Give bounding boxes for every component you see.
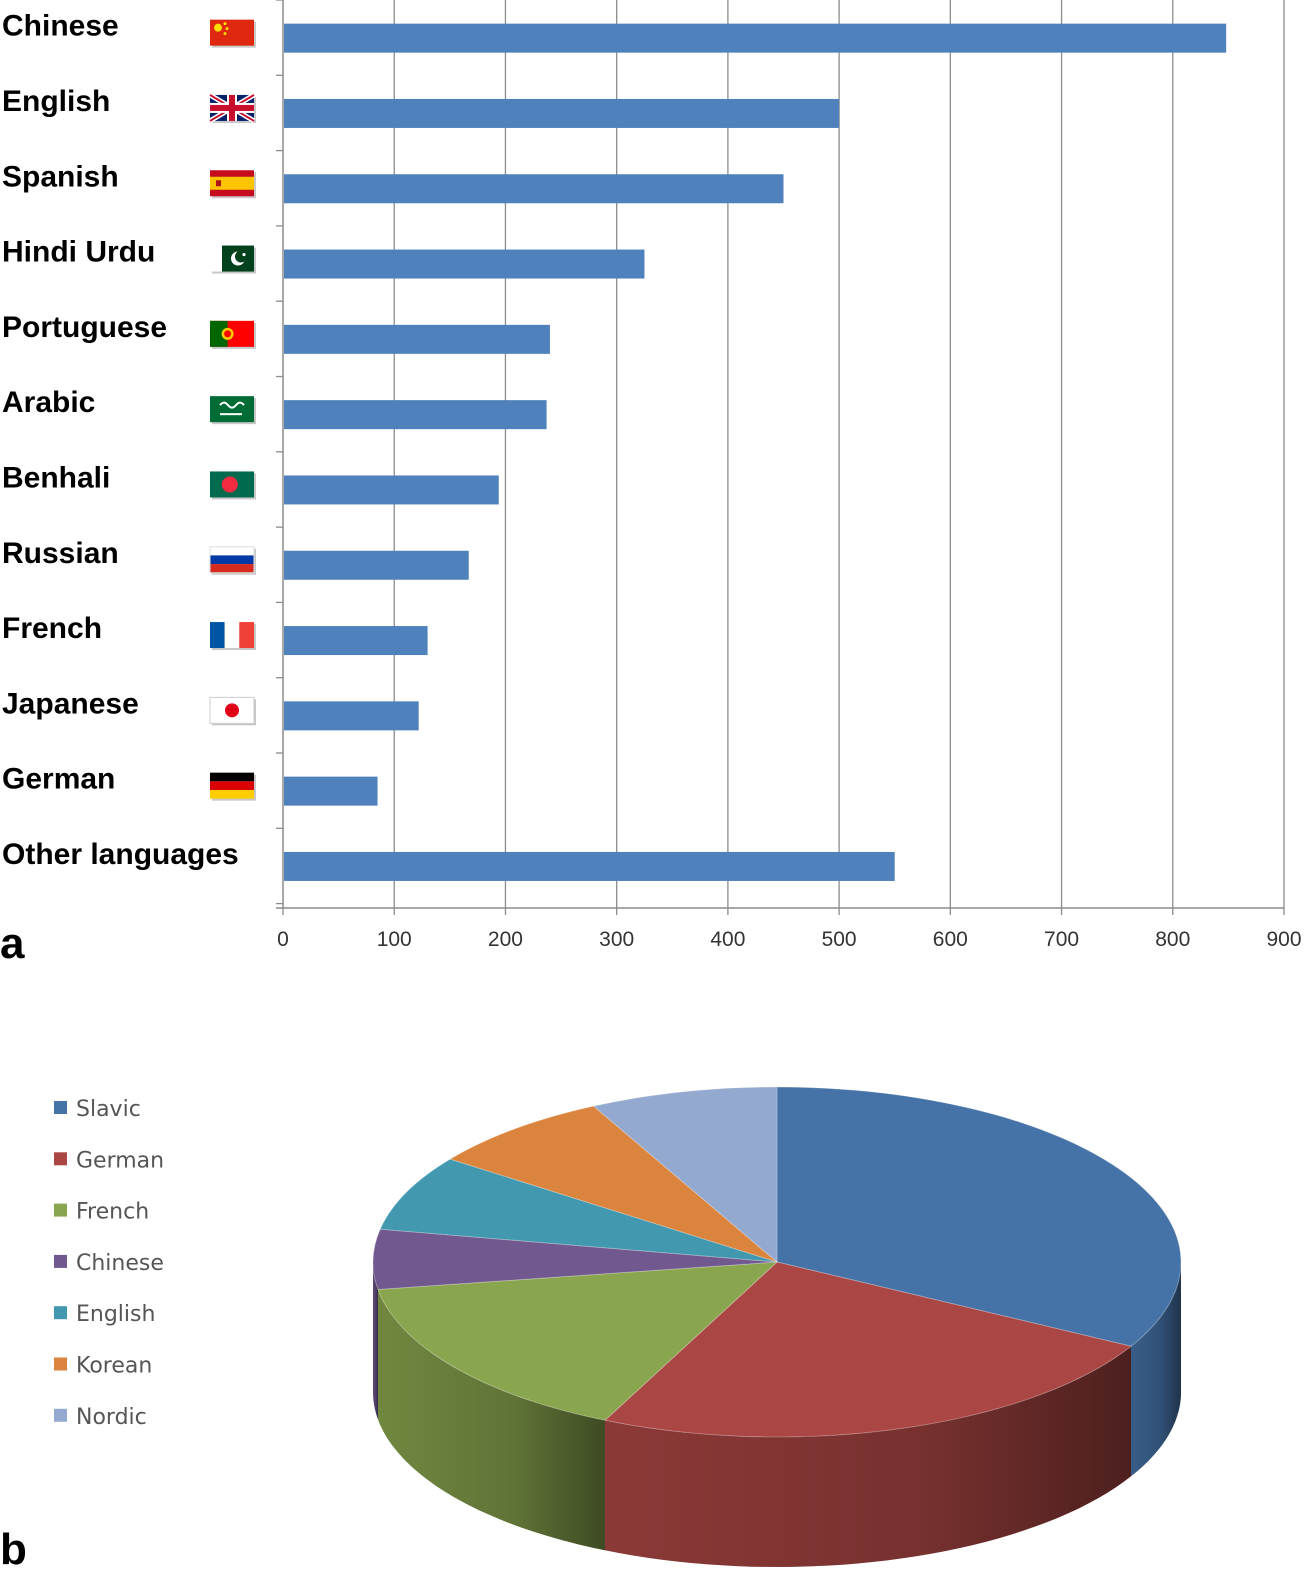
bar [284, 400, 547, 430]
category-label: English [2, 85, 110, 118]
portugal-flag-icon [210, 320, 256, 349]
category-label: Spanish [2, 160, 119, 193]
pie-slice [372, 1228, 778, 1290]
bar-tick-labels: 0 100 200 300 400 500 600 700 800 900 [277, 928, 1301, 951]
bar [284, 324, 550, 354]
category-label: Other languages [2, 838, 239, 871]
x-tick-label: 500 [822, 928, 857, 951]
bar [284, 23, 1227, 53]
pie-slice [592, 1086, 778, 1264]
bar [284, 701, 419, 731]
bar-category-labels: Chinese English Spanish Hindi Urdu Portugues… [2, 10, 239, 871]
pie-slice [776, 1086, 1182, 1347]
bangladesh-flag-icon [210, 471, 256, 500]
x-tick-label: 0 [277, 928, 289, 951]
x-tick-label: 200 [488, 928, 523, 951]
pie-slices [372, 1086, 1182, 1438]
category-label: German [2, 763, 115, 796]
bar-flags [208, 19, 256, 801]
pakistan-flag-icon [210, 245, 256, 274]
legend-label: German [76, 1148, 164, 1173]
pie-slice [603, 1261, 1133, 1438]
pie-side-shade [605, 1346, 1131, 1567]
legend-label: Chinese [76, 1251, 164, 1276]
bar [284, 174, 784, 204]
pie-legend: Slavic German French Chinese English Korean No… [54, 1097, 164, 1430]
x-tick-label: 700 [1044, 928, 1079, 951]
category-label: Russian [2, 537, 119, 570]
category-label: French [2, 612, 102, 645]
pie-side-shade [378, 1289, 605, 1551]
bar [284, 249, 645, 279]
x-tick-label: 300 [599, 928, 634, 951]
legend-label: Nordic [76, 1405, 147, 1430]
legend-swatch [54, 1306, 67, 1320]
legend-swatch [54, 1254, 67, 1268]
legend-swatch [54, 1357, 67, 1371]
panel-label-b: b [0, 1525, 27, 1571]
legend-swatch [54, 1101, 67, 1114]
category-label: Japanese [2, 687, 139, 720]
pie-slice [377, 1261, 779, 1421]
bar-bars [284, 23, 1227, 881]
x-tick-label: 800 [1155, 928, 1190, 951]
china-flag-icon [210, 19, 256, 48]
legend-label: Slavic [76, 1097, 141, 1122]
bar [284, 851, 895, 881]
legend-swatch [54, 1203, 67, 1217]
legend-swatch [54, 1408, 67, 1422]
france-flag-icon [210, 622, 256, 651]
bar [284, 98, 840, 128]
x-tick-label: 400 [710, 928, 745, 951]
x-tick-label: 900 [1266, 928, 1301, 951]
bar [284, 626, 428, 656]
bar-grid [276, 0, 1285, 915]
legend-label: French [76, 1200, 149, 1225]
pie-sides [373, 1262, 1181, 1567]
germany-flag-icon [210, 772, 256, 801]
pie-slice [379, 1158, 778, 1263]
bar [284, 550, 469, 580]
category-label: Arabic [2, 386, 95, 419]
russia-flag-icon [209, 546, 256, 575]
category-label: Chinese [2, 10, 119, 43]
bar [284, 776, 378, 806]
pie-slice [448, 1105, 778, 1263]
x-tick-label: 100 [377, 928, 412, 951]
category-label: Hindi Urdu [2, 236, 155, 269]
pie-side-shade [1131, 1262, 1181, 1477]
x-tick-label: 600 [933, 928, 968, 951]
legend-label: English [76, 1302, 155, 1327]
saudi-arabia-flag-icon [210, 396, 256, 425]
japan-flag-icon [209, 696, 256, 726]
legend-swatch [54, 1152, 67, 1166]
uk-flag-icon [208, 92, 256, 124]
legend-label: Korean [76, 1354, 152, 1379]
spain-flag-icon [210, 170, 256, 199]
bar [284, 475, 499, 505]
category-label: Benhali [2, 461, 110, 494]
panel-label-a: a [0, 919, 25, 968]
pie-side-shade [373, 1262, 378, 1420]
category-label: Portuguese [2, 311, 167, 344]
bar-chart: 0 100 200 300 400 500 600 700 800 900 Chinese Engl… [2, 0, 1302, 951]
pie-chart: Slavic German French Chinese English Korean No… [54, 1086, 1182, 1567]
